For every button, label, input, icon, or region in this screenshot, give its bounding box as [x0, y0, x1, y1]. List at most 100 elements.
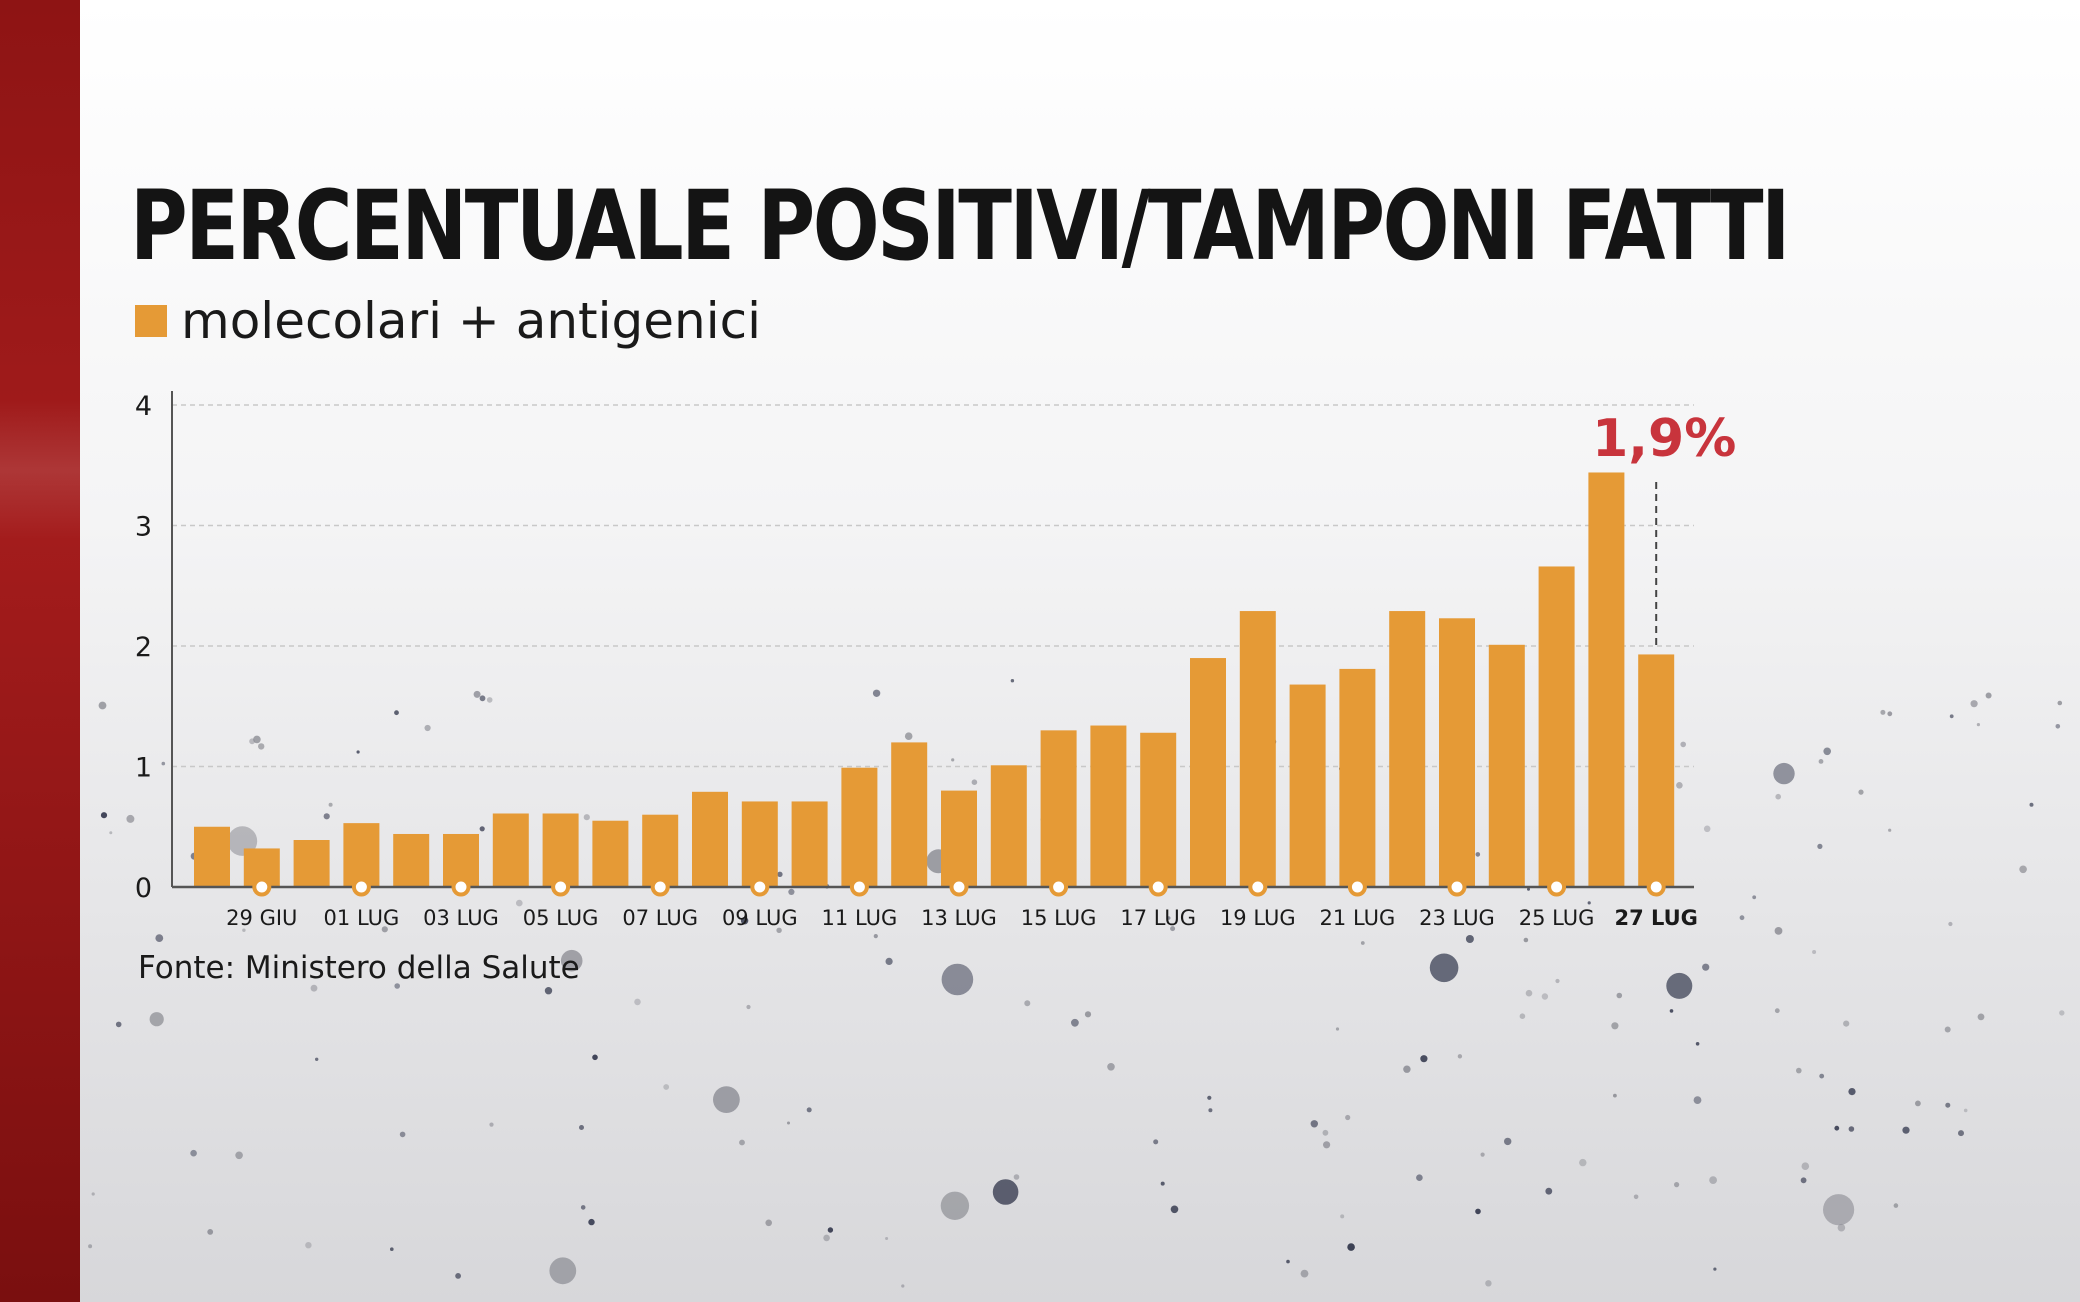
background-dot — [1713, 1267, 1717, 1271]
background-dot — [1207, 1095, 1212, 1100]
background-dot — [356, 750, 360, 754]
chart-title: PERCENTUALE POSITIVI/TAMPONI FATTI — [130, 170, 1790, 282]
background-dot — [872, 689, 881, 697]
background-dot — [1475, 1208, 1481, 1215]
bar-24 — [1389, 611, 1426, 887]
background-dot — [1347, 1243, 1355, 1251]
background-dot — [992, 1179, 1019, 1205]
background-dot — [1848, 1126, 1855, 1132]
background-dot — [390, 1247, 394, 1251]
background-dot — [1837, 1223, 1846, 1232]
x-tick-label-3: 01 LUG — [324, 906, 400, 930]
side-band — [0, 0, 80, 1302]
background-dot — [592, 1054, 598, 1061]
background-dot — [1676, 782, 1683, 789]
background-dot — [207, 1229, 214, 1235]
background-dot — [98, 701, 107, 710]
bar-17 — [1040, 730, 1077, 887]
background-dot — [1465, 935, 1474, 943]
background-dot — [149, 1012, 164, 1027]
background-dot — [1300, 1269, 1309, 1278]
background-dot — [971, 779, 978, 785]
background-dot — [1286, 1259, 1290, 1264]
y-tick-label-1: 1 — [135, 753, 152, 784]
background-dot — [1703, 825, 1711, 833]
background-dot — [1680, 741, 1686, 748]
background-dot — [588, 1218, 595, 1226]
x-tick-label-25: 23 LUG — [1419, 906, 1495, 930]
background-dot — [1666, 972, 1693, 999]
background-dot — [1170, 1205, 1179, 1214]
background-dot — [823, 1234, 830, 1242]
background-dot — [1958, 1130, 1964, 1137]
bar-0 — [194, 826, 230, 887]
background-dot — [1013, 1174, 1020, 1180]
background-dot — [1616, 992, 1623, 999]
bar-26 — [1488, 644, 1525, 887]
x-tick-marker-7 — [551, 877, 571, 897]
background-dot — [473, 690, 481, 698]
background-dot — [885, 957, 893, 966]
background-dot — [544, 987, 553, 995]
background-dot — [1523, 937, 1529, 943]
bar-2 — [293, 840, 330, 887]
bar-28 — [1588, 472, 1625, 887]
background-dot — [258, 743, 265, 750]
bar-9 — [642, 814, 679, 887]
legend-swatch — [135, 305, 167, 337]
bar-20 — [1190, 658, 1226, 887]
bar-12 — [791, 801, 828, 887]
background-dot — [1801, 1162, 1810, 1170]
background-dot — [1812, 950, 1817, 954]
background-dot — [1310, 1120, 1319, 1128]
x-tick-marker-3 — [351, 877, 371, 897]
background-dot — [1944, 1026, 1951, 1033]
bar-13 — [841, 767, 878, 887]
background-dot — [1170, 926, 1176, 932]
bar-8 — [592, 820, 629, 887]
background-dot — [394, 983, 401, 989]
background-dot — [399, 1131, 406, 1138]
background-dot — [1360, 941, 1365, 945]
y-tick-label-0: 0 — [135, 873, 152, 904]
x-tick-label-1: 29 GIU — [226, 906, 297, 930]
background-dot — [424, 724, 431, 732]
background-dot — [1774, 1008, 1780, 1014]
background-dot — [486, 697, 493, 703]
background-dot — [394, 710, 399, 716]
background-dot — [788, 888, 795, 896]
background-dot — [1579, 1158, 1587, 1167]
annotation-label: 1,9% — [1592, 409, 1736, 469]
x-tick-marker-29 — [1646, 877, 1666, 897]
background-dot — [1525, 989, 1533, 997]
background-dot — [315, 1057, 319, 1062]
bar-7 — [542, 813, 579, 887]
x-tick-marker-19 — [1148, 877, 1168, 897]
background-dot — [940, 1191, 970, 1221]
y-tick-label-3: 3 — [135, 512, 152, 543]
x-tick-label-17: 15 LUG — [1021, 906, 1097, 930]
background-dot — [516, 899, 523, 907]
x-tick-label-21: 19 LUG — [1220, 906, 1296, 930]
background-dot — [1819, 1073, 1825, 1079]
background-dot — [1527, 887, 1530, 891]
x-tick-marker-15 — [949, 877, 969, 897]
y-tick-label-2: 2 — [135, 632, 152, 663]
background-dot — [1858, 789, 1864, 795]
x-tick-label-7: 05 LUG — [523, 906, 599, 930]
background-dot — [1843, 1020, 1850, 1027]
background-dot — [1587, 901, 1591, 905]
background-dot — [901, 1284, 905, 1288]
background-dot — [88, 1244, 93, 1249]
background-dot — [1480, 1152, 1485, 1157]
background-dot — [765, 1219, 772, 1227]
background-dot — [1541, 993, 1549, 1000]
background-dot — [155, 934, 164, 942]
background-dot — [1669, 1009, 1674, 1013]
background-dot — [951, 758, 955, 762]
background-dot — [806, 1107, 812, 1113]
x-tick-marker-21 — [1248, 877, 1268, 897]
background-dot — [161, 761, 166, 766]
background-dot — [1160, 1181, 1165, 1186]
background-dot — [1323, 1141, 1331, 1149]
